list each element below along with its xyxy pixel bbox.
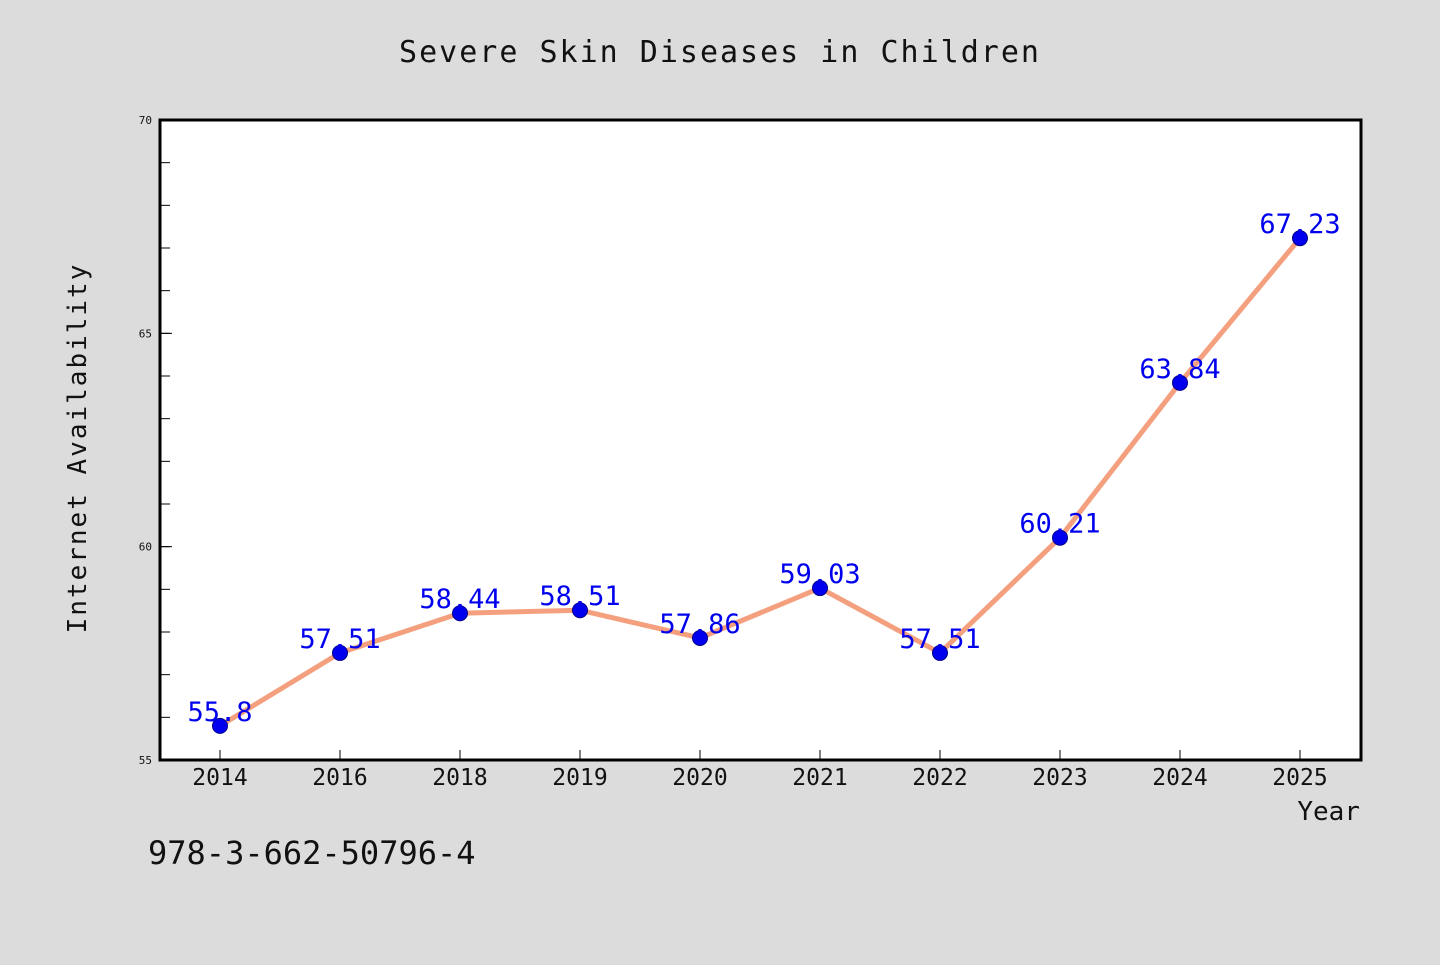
x-tick-label: 2014 [192,765,247,791]
series-markers [212,230,1308,734]
data-label: 57.86 [659,609,740,640]
chart-title: Severe Skin Diseases in Children [399,35,1041,70]
data-point [1292,230,1308,247]
data-label: 58.51 [539,581,620,612]
x-tick-label: 2020 [672,765,727,791]
data-label: 59.03 [779,559,860,590]
y-tick-label: 65 [139,327,152,340]
x-tick-label: 2025 [1272,765,1327,791]
x-ticks [219,750,1301,760]
x-tick-label: 2019 [552,765,607,791]
x-tick-label: 2023 [1032,765,1087,791]
x-tick-labels: 2014 2016 2018 2019 2020 2021 2022 2023 2024 2025 [192,765,1327,791]
y-tick-label: 55 [139,754,152,767]
data-point [1052,529,1068,546]
x-axis-label: Year [1297,797,1360,827]
data-labels: 55.8 57.51 58.44 58.51 57.86 59.03 57.51 60.21 6… [187,209,1340,728]
data-point [812,580,828,597]
data-label: 57.51 [899,624,980,655]
data-point [332,644,348,661]
data-point [1172,374,1188,391]
y-axis-label: Internet Availability [63,263,93,634]
y-tick-label: 60 [139,541,152,554]
x-tick-label: 2022 [912,765,967,791]
series-line [217,235,1303,729]
data-label: 55.8 [187,697,252,728]
data-point [572,602,588,619]
plot-area [158,118,1363,762]
y-tick-labels: 55 60 65 70 [139,114,172,767]
data-label: 67.23 [1259,209,1340,240]
data-label: 60.21 [1019,509,1100,540]
data-label: 63.84 [1139,354,1220,385]
data-point [452,605,468,622]
x-tick-label: 2021 [792,765,847,791]
x-tick-label: 2016 [312,765,367,791]
data-point [932,644,948,661]
x-tick-label: 2024 [1152,765,1207,791]
data-label: 58.44 [419,584,500,615]
data-point [212,717,228,734]
y-tick-label: 70 [139,114,152,127]
data-label: 57.51 [299,624,380,655]
x-tick-label: 2018 [432,765,487,791]
data-point [692,629,708,646]
isbn-annotation: 978-3-662-50796-4 [148,834,476,872]
